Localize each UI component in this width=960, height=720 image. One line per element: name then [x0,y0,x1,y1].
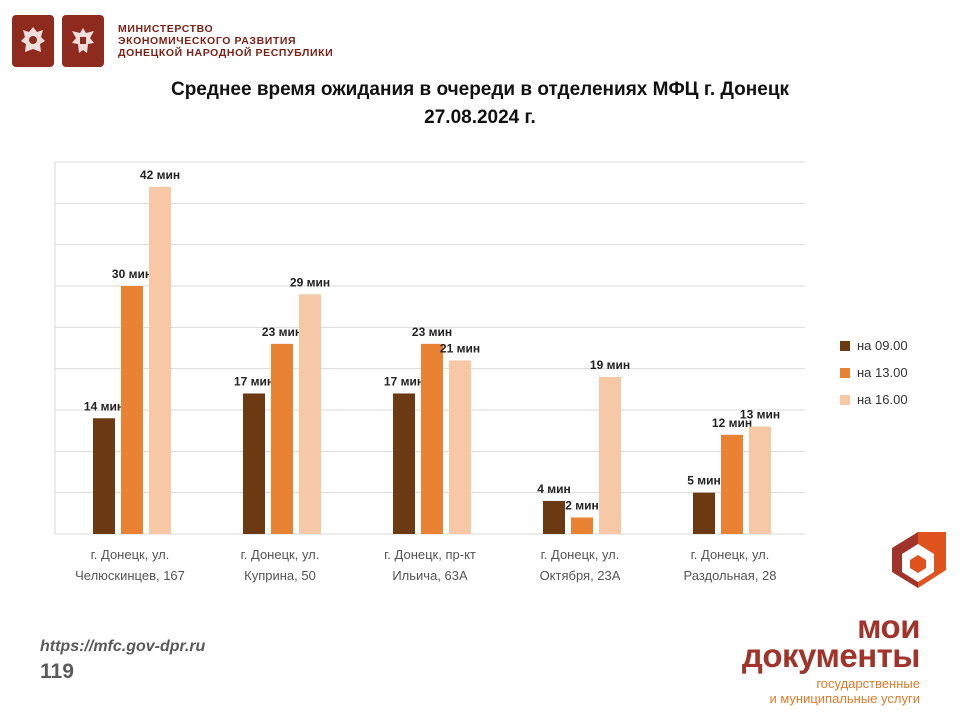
bar [243,393,265,534]
data-label: 2 мин [565,498,599,512]
category-label: Раздольная, 28 [683,568,776,583]
data-label: 12 мин [712,416,752,430]
bar [393,393,415,534]
ministry-name: МИНИСТЕРСТВО ЭКОНОМИЧЕСКОГО РАЗВИТИЯ ДОН… [118,23,333,59]
data-label: 29 мин [290,275,330,289]
category-label: г. Донецк, ул. [91,547,170,562]
bar [299,294,321,534]
category-label: г. Донецк, ул. [241,547,320,562]
category-label: Куприна, 50 [244,568,316,583]
brand-tagline: государственные и муниципальные услуги [769,676,920,706]
ministry-line: ЭКОНОМИЧЕСКОГО РАЗВИТИЯ [118,35,297,47]
data-label: 19 мин [590,358,630,372]
category-label: Ильича, 63А [392,568,468,583]
data-label: 23 мин [412,325,452,339]
brand-name: мои документы [741,608,921,674]
data-label: 42 мин [140,168,180,182]
bar [271,343,293,534]
bar [93,418,115,534]
bar [149,186,171,535]
legend-item: на 09.00 [840,332,908,359]
legend-item: на 16.00 [840,386,908,413]
bar [543,500,565,534]
category-label: г. Донецк, ул. [541,547,620,562]
brand-name-line: мои [857,608,920,645]
category-label: Октября, 23А [540,568,621,583]
data-label: 13 мин [740,408,780,422]
brand-name-line: документы [741,637,921,674]
chart-title-date: 27.08.2024 г. [424,107,536,128]
legend-label: на 13.00 [857,365,908,380]
category-label: г. Донецк, пр-кт [384,547,476,562]
legend-label: на 16.00 [857,392,908,407]
data-label: 17 мин [384,374,424,388]
data-label: 4 мин [537,482,571,496]
moi-dokumenty-logo-icon [892,532,946,588]
data-label: 30 мин [112,267,152,281]
legend-swatch [840,367,850,378]
legend-swatch [840,394,850,405]
bar [571,517,593,534]
data-label: 5 мин [687,474,721,488]
coat-of-arms-icon [12,15,54,67]
ministry-line: ДОНЕЦКОЙ НАРОДНОЙ РЕСПУБЛИКИ [118,47,334,59]
chart-title-line: Среднее время ожидания в очереди в отдел… [170,79,790,100]
website-url[interactable]: https://mfc.gov-dpr.ru [40,638,206,655]
legend-label: на 09.00 [857,338,908,353]
bar [421,343,443,534]
bar [749,426,771,534]
dpr-emblem-icon [62,15,104,67]
brand-tagline-line: и муниципальные услуги [769,691,920,706]
page-number: 119 [40,660,74,683]
chart-title: Среднее время ожидания в очереди в отдел… [0,76,960,132]
category-label: Челюскинцев, 167 [75,568,185,583]
ministry-line: МИНИСТЕРСТВО [118,23,214,35]
legend-item: на 13.00 [840,359,908,386]
data-label: 17 мин [234,374,274,388]
chart-legend: на 09.00 на 13.00 на 16.00 [840,332,908,413]
bar [121,286,143,534]
header: МИНИСТЕРСТВО ЭКОНОМИЧЕСКОГО РАЗВИТИЯ ДОН… [12,14,333,68]
bar [693,492,715,534]
brand-tagline-line: государственные [816,676,920,691]
bar [721,434,743,534]
category-label: г. Донецк, ул. [691,547,770,562]
data-label: 21 мин [440,341,480,355]
legend-swatch [840,340,850,351]
bar [449,360,471,534]
bar [599,376,621,534]
data-label: 23 мин [262,325,302,339]
data-label: 14 мин [84,399,124,413]
